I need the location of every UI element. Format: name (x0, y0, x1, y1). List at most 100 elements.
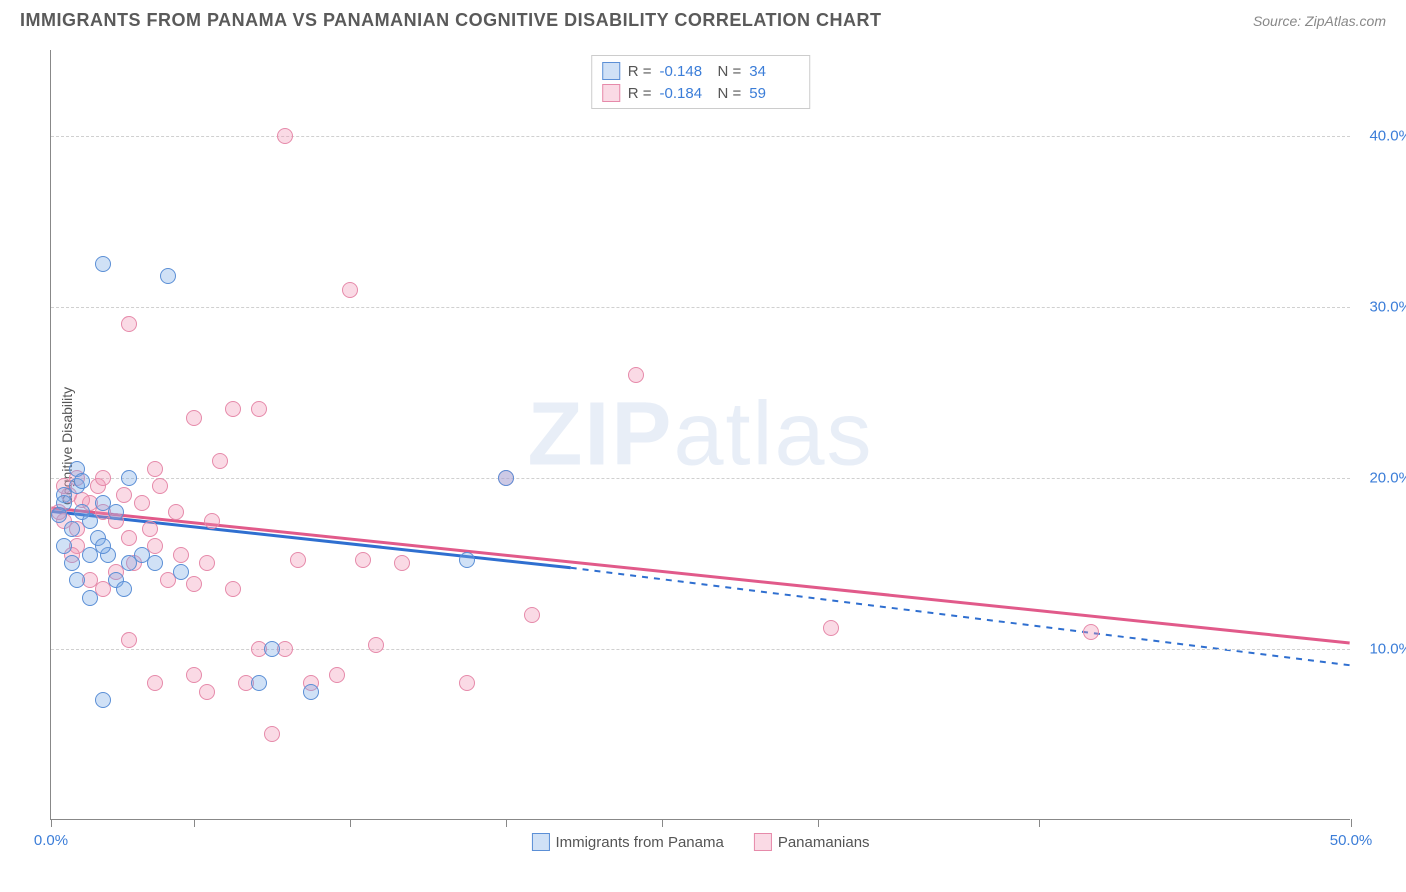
scatter-point (498, 470, 514, 486)
x-tick (194, 819, 195, 827)
legend-r-label: R = (628, 63, 652, 80)
chart-header: IMMIGRANTS FROM PANAMA VS PANAMANIAN COG… (0, 0, 1406, 37)
scatter-point (121, 530, 137, 546)
scatter-point (134, 495, 150, 511)
scatter-point (82, 513, 98, 529)
scatter-point (303, 684, 319, 700)
series-legend-item-immigrants: Immigrants from Panama (531, 833, 723, 851)
legend-swatch-panamanians (602, 84, 620, 102)
correlation-legend: R = -0.148 N = 34 R = -0.184 N = 59 (591, 55, 811, 109)
scatter-point (147, 675, 163, 691)
scatter-point (459, 552, 475, 568)
x-tick (1351, 819, 1352, 827)
scatter-point (329, 667, 345, 683)
scatter-point (277, 128, 293, 144)
legend-n-value: 34 (749, 63, 799, 80)
x-tick (506, 819, 507, 827)
scatter-point (251, 401, 267, 417)
chart-source: Source: ZipAtlas.com (1253, 13, 1386, 29)
scatter-point (212, 453, 228, 469)
scatter-point (64, 521, 80, 537)
scatter-point (173, 564, 189, 580)
scatter-point (204, 513, 220, 529)
series-legend-label: Immigrants from Panama (555, 834, 723, 851)
x-tick (51, 819, 52, 827)
series-legend-label: Panamanians (778, 834, 870, 851)
x-tick (1039, 819, 1040, 827)
scatter-point (342, 282, 358, 298)
scatter-point (173, 547, 189, 563)
scatter-point (121, 632, 137, 648)
gridline-horizontal (51, 478, 1350, 479)
legend-n-label: N = (718, 63, 742, 80)
scatter-point (95, 692, 111, 708)
legend-n-value: 59 (749, 85, 799, 102)
scatter-point (64, 555, 80, 571)
chart-plot-area: ZIPatlas R = -0.148 N = 34 R = -0.184 N … (50, 50, 1350, 820)
scatter-point (95, 470, 111, 486)
watermark: ZIPatlas (527, 383, 873, 486)
x-tick (818, 819, 819, 827)
gridline-horizontal (51, 649, 1350, 650)
scatter-point (95, 538, 111, 554)
scatter-point (823, 620, 839, 636)
scatter-point (51, 507, 67, 523)
scatter-point (394, 555, 410, 571)
legend-swatch-immigrants (602, 62, 620, 80)
legend-n-label: N = (718, 85, 742, 102)
scatter-point (56, 538, 72, 554)
scatter-point (116, 581, 132, 597)
scatter-point (134, 547, 150, 563)
scatter-point (251, 675, 267, 691)
scatter-point (168, 504, 184, 520)
scatter-point (116, 487, 132, 503)
scatter-point (355, 552, 371, 568)
legend-swatch-panamanians (754, 833, 772, 851)
legend-r-value: -0.184 (660, 85, 710, 102)
scatter-point (225, 401, 241, 417)
scatter-point (628, 367, 644, 383)
scatter-point (147, 461, 163, 477)
gridline-horizontal (51, 136, 1350, 137)
chart-title: IMMIGRANTS FROM PANAMA VS PANAMANIAN COG… (20, 10, 881, 31)
watermark-rest: atlas (673, 384, 873, 484)
scatter-point (264, 726, 280, 742)
scatter-point (74, 473, 90, 489)
scatter-point (142, 521, 158, 537)
scatter-point (186, 667, 202, 683)
scatter-point (264, 641, 280, 657)
scatter-point (95, 256, 111, 272)
scatter-point (82, 590, 98, 606)
regression-line-solid (51, 508, 1349, 643)
correlation-legend-row-1: R = -0.148 N = 34 (602, 60, 800, 82)
y-tick-label: 10.0% (1369, 640, 1406, 657)
series-legend-item-panamanians: Panamanians (754, 833, 870, 851)
scatter-point (121, 470, 137, 486)
scatter-point (1083, 624, 1099, 640)
regression-lines-svg (51, 50, 1350, 819)
scatter-point (121, 316, 137, 332)
x-tick (350, 819, 351, 827)
y-tick-label: 30.0% (1369, 298, 1406, 315)
gridline-horizontal (51, 307, 1350, 308)
regression-line-dashed (571, 568, 1350, 665)
scatter-point (199, 684, 215, 700)
y-tick-label: 40.0% (1369, 127, 1406, 144)
y-tick-label: 20.0% (1369, 469, 1406, 486)
legend-r-value: -0.148 (660, 63, 710, 80)
legend-r-label: R = (628, 85, 652, 102)
scatter-point (290, 552, 306, 568)
scatter-point (152, 478, 168, 494)
scatter-point (199, 555, 215, 571)
scatter-point (459, 675, 475, 691)
x-tick (662, 819, 663, 827)
series-legend: Immigrants from Panama Panamanians (531, 833, 869, 851)
x-tick-label: 50.0% (1330, 832, 1373, 849)
correlation-legend-row-2: R = -0.184 N = 59 (602, 82, 800, 104)
x-tick-label: 0.0% (34, 832, 68, 849)
scatter-point (160, 268, 176, 284)
scatter-point (368, 637, 384, 653)
scatter-point (186, 410, 202, 426)
legend-swatch-immigrants (531, 833, 549, 851)
scatter-point (186, 576, 202, 592)
